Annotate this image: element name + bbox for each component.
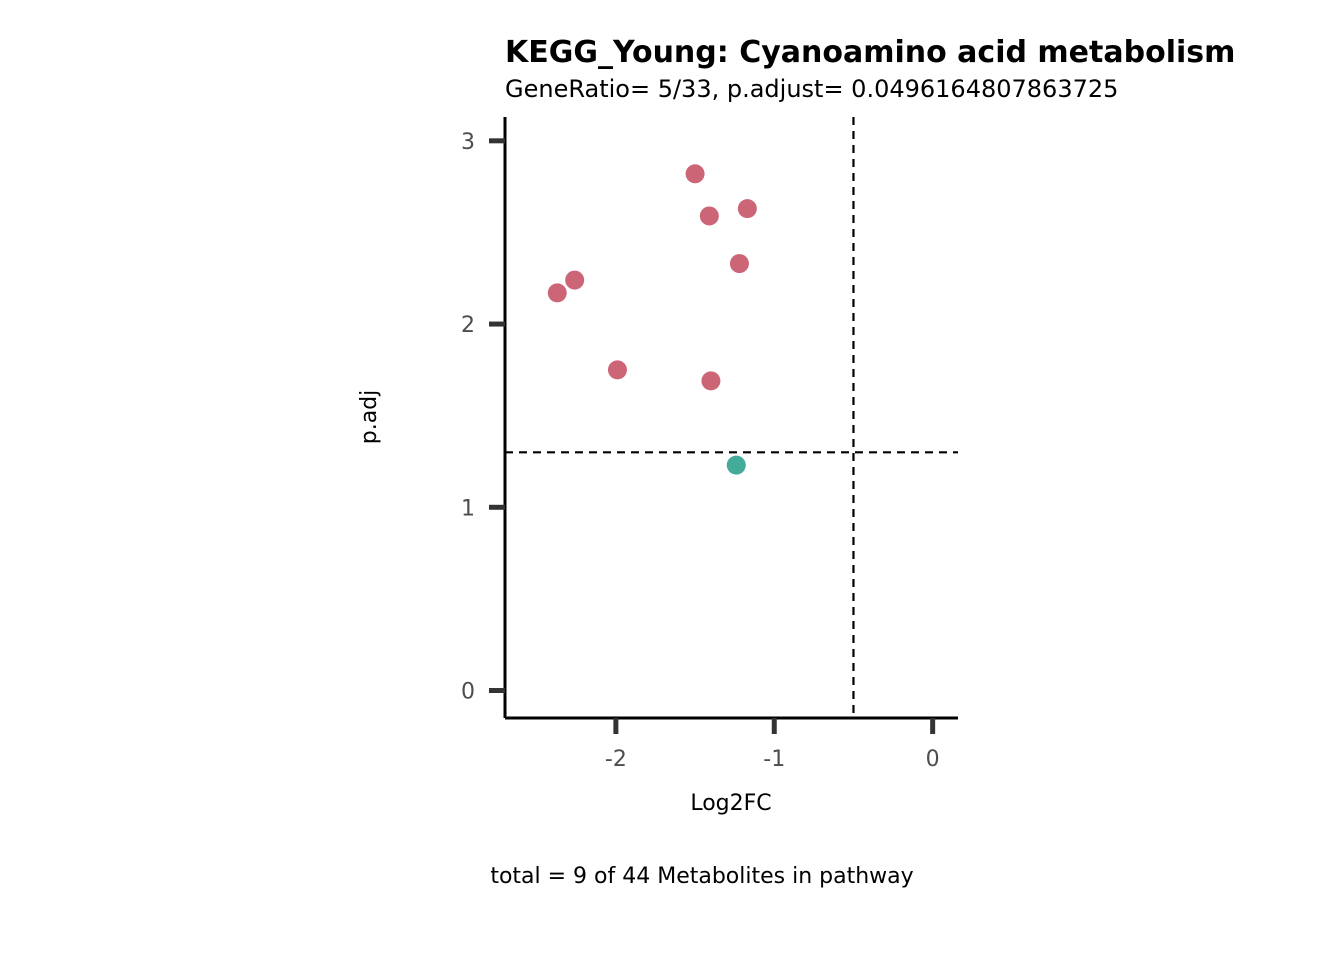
y-tick-label: 3 <box>461 130 475 155</box>
chart-subtitle: GeneRatio= 5/33, p.adjust= 0.04961648078… <box>505 75 1118 103</box>
x-axis-label: Log2FC <box>690 791 771 816</box>
x-tick-label: -1 <box>763 747 785 772</box>
y-tick-label: 2 <box>461 313 475 338</box>
y-tick-label: 0 <box>461 680 475 705</box>
x-ticks: -2 -1 0 <box>605 718 940 772</box>
data-point <box>729 254 749 274</box>
data-point <box>699 206 719 226</box>
y-ticks: 0 1 2 3 <box>461 130 505 705</box>
data-point <box>737 199 757 219</box>
chart-title: KEGG_Young: Cyanoamino acid metabolism <box>505 35 1235 70</box>
x-tick-label: -2 <box>605 747 627 772</box>
plot-area: -2 -1 0 0 1 2 3 <box>461 117 958 772</box>
data-point <box>726 455 746 475</box>
x-tick-label: 0 <box>926 747 940 772</box>
data-points <box>547 164 757 475</box>
data-point <box>565 270 585 290</box>
y-axis-label: p.adj <box>357 390 382 445</box>
data-point <box>685 164 705 184</box>
data-point <box>547 283 567 303</box>
chart-caption: total = 9 of 44 Metabolites in pathway <box>490 864 913 889</box>
threshold-lines <box>505 117 958 718</box>
y-tick-label: 1 <box>461 496 475 521</box>
data-point <box>607 360 627 380</box>
data-point <box>701 371 721 391</box>
